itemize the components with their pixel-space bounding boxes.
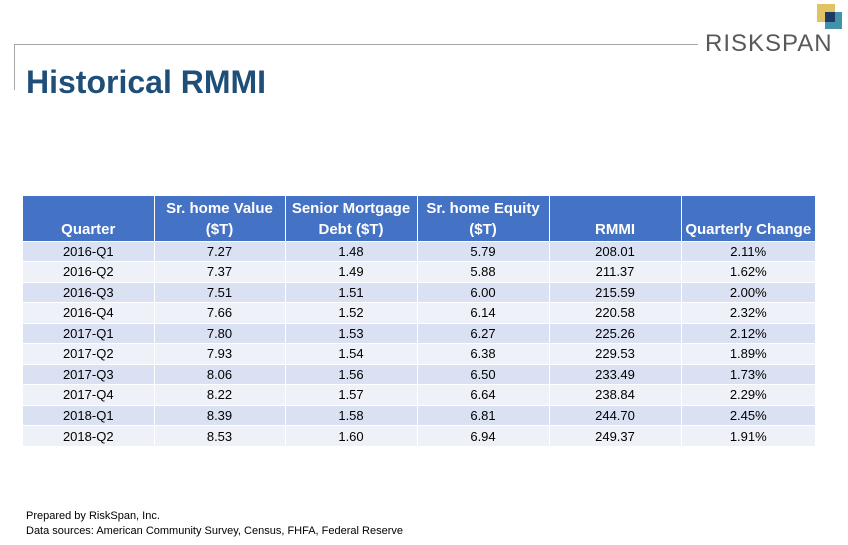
column-header-line: RMMI [595, 220, 635, 238]
column-header: Sr. home Value ($T) [154, 196, 286, 241]
column-header-line: ($T) [469, 220, 497, 238]
table-cell: 1.54 [285, 343, 418, 364]
table-cell: 1.73% [681, 363, 815, 385]
table-cell: 6.94 [417, 425, 550, 446]
table-cell: 1.52 [285, 302, 418, 323]
column-header-line: Senior Mortgage [291, 199, 411, 217]
table-cell: 6.27 [417, 322, 550, 344]
table-cell: 233.49 [549, 363, 682, 385]
table-cell: 1.48 [285, 240, 418, 262]
table-row: 2018-Q2 8.53 1.60 6.94 249.37 1.91% [23, 425, 815, 446]
table-row: 2017-Q1 7.80 1.53 6.27 225.26 2.12% [23, 322, 815, 344]
column-header-line [25, 198, 152, 219]
column-header-line [552, 198, 679, 219]
table-cell: 5.79 [417, 240, 550, 262]
table-cell: 7.37 [154, 261, 286, 282]
table-cell: 249.37 [549, 425, 682, 446]
table-cell: 2016-Q3 [23, 281, 155, 303]
table-cell: 1.60 [285, 425, 418, 446]
header-divider-vertical [14, 44, 15, 90]
table-cell: 6.38 [417, 343, 550, 364]
data-sources-note: Data sources: American Community Survey,… [26, 525, 403, 537]
column-header: Quarterly Change [681, 196, 815, 241]
table-row: 2018-Q1 8.39 1.58 6.81 244.70 2.45% [23, 404, 815, 426]
table-cell: 2.00% [681, 281, 815, 303]
prepared-by-note: Prepared by RiskSpan, Inc. [26, 510, 160, 522]
page-title: Historical RMMI [26, 64, 267, 100]
table-cell: 1.51 [285, 281, 418, 303]
logo-wordmark: RISKSPAN [705, 30, 833, 57]
footer: Prepared by RiskSpan, Inc. Data sources:… [26, 509, 403, 539]
table-cell: 7.27 [154, 240, 286, 262]
table-cell: 225.26 [549, 322, 682, 344]
table-cell: 8.22 [154, 384, 286, 405]
table-row: 2017-Q4 8.22 1.57 6.64 238.84 2.29% [23, 384, 815, 405]
table-cell: 244.70 [549, 404, 682, 426]
table-cell: 1.53 [285, 322, 418, 344]
table-cell: 8.06 [154, 363, 286, 385]
column-header: RMMI [549, 196, 682, 241]
table-cell: 7.93 [154, 343, 286, 364]
table-row: 2016-Q1 7.27 1.48 5.79 208.01 2.11% [23, 240, 815, 262]
column-header-line: Quarter [61, 220, 116, 238]
table-cell: 2016-Q4 [23, 302, 155, 323]
column-header: Senior Mortgage Debt ($T) [285, 196, 418, 241]
table-cell: 211.37 [549, 261, 682, 282]
table-cell: 215.59 [549, 281, 682, 303]
column-header-line: Sr. home Value [166, 199, 273, 217]
table-row: 2017-Q3 8.06 1.56 6.50 233.49 1.73% [23, 363, 815, 385]
table-cell: 1.57 [285, 384, 418, 405]
riskspan-logo: RISKSPAN [705, 2, 845, 57]
table-cell: 238.84 [549, 384, 682, 405]
table-cell: 1.58 [285, 404, 418, 426]
table-cell: 7.80 [154, 322, 286, 344]
column-header-line [684, 198, 814, 219]
table-cell: 6.50 [417, 363, 550, 385]
table-cell: 2.12% [681, 322, 815, 344]
header-divider [14, 44, 698, 45]
table-cell: 2016-Q1 [23, 240, 155, 262]
table-cell: 6.00 [417, 281, 550, 303]
column-header-line: Quarterly Change [685, 220, 812, 238]
table-cell: 6.64 [417, 384, 550, 405]
column-header-line: ($T) [205, 220, 234, 238]
table-row: 2016-Q3 7.51 1.51 6.00 215.59 2.00% [23, 281, 815, 303]
column-header-line: Sr. home Equity [426, 199, 540, 217]
table-cell: 2.32% [681, 302, 815, 323]
table-cell: 6.81 [417, 404, 550, 426]
table-cell: 8.39 [154, 404, 286, 426]
table-cell: 2.29% [681, 384, 815, 405]
table-cell: 2017-Q2 [23, 343, 155, 364]
table-cell: 7.51 [154, 281, 286, 303]
table-cell: 1.62% [681, 261, 815, 282]
table-cell: 5.88 [417, 261, 550, 282]
table-row: 2016-Q4 7.66 1.52 6.14 220.58 2.32% [23, 302, 815, 323]
table-cell: 1.91% [681, 425, 815, 446]
table-cell: 7.66 [154, 302, 286, 323]
table-cell: 1.49 [285, 261, 418, 282]
table-cell: 6.14 [417, 302, 550, 323]
table-cell: 208.01 [549, 240, 682, 262]
table-cell: 2017-Q3 [23, 363, 155, 385]
table-cell: 1.89% [681, 343, 815, 364]
table-cell: 1.56 [285, 363, 418, 385]
rmmi-table: Quarter Sr. home Value ($T) Senior Mortgage… [23, 196, 815, 446]
table-cell: 8.53 [154, 425, 286, 446]
table-cell: 229.53 [549, 343, 682, 364]
table-cell: 2017-Q4 [23, 384, 155, 405]
table-cell: 2.45% [681, 404, 815, 426]
column-header: Quarter [23, 196, 155, 241]
column-header: Sr. home Equity ($T) [417, 196, 550, 241]
table-cell: 2017-Q1 [23, 322, 155, 344]
table-cell: 2018-Q2 [23, 425, 155, 446]
table-row: 2017-Q2 7.93 1.54 6.38 229.53 1.89% [23, 343, 815, 364]
table-header-row: Quarter Sr. home Value ($T) Senior Mortgage… [23, 196, 815, 241]
table-cell: 2.11% [681, 240, 815, 262]
column-header-line: Debt ($T) [318, 220, 384, 238]
table-cell: 220.58 [549, 302, 682, 323]
table-cell: 2018-Q1 [23, 404, 155, 426]
table-cell: 2016-Q2 [23, 261, 155, 282]
table-row: 2016-Q2 7.37 1.49 5.88 211.37 1.62% [23, 261, 815, 282]
logo-mark-icon [817, 4, 842, 29]
